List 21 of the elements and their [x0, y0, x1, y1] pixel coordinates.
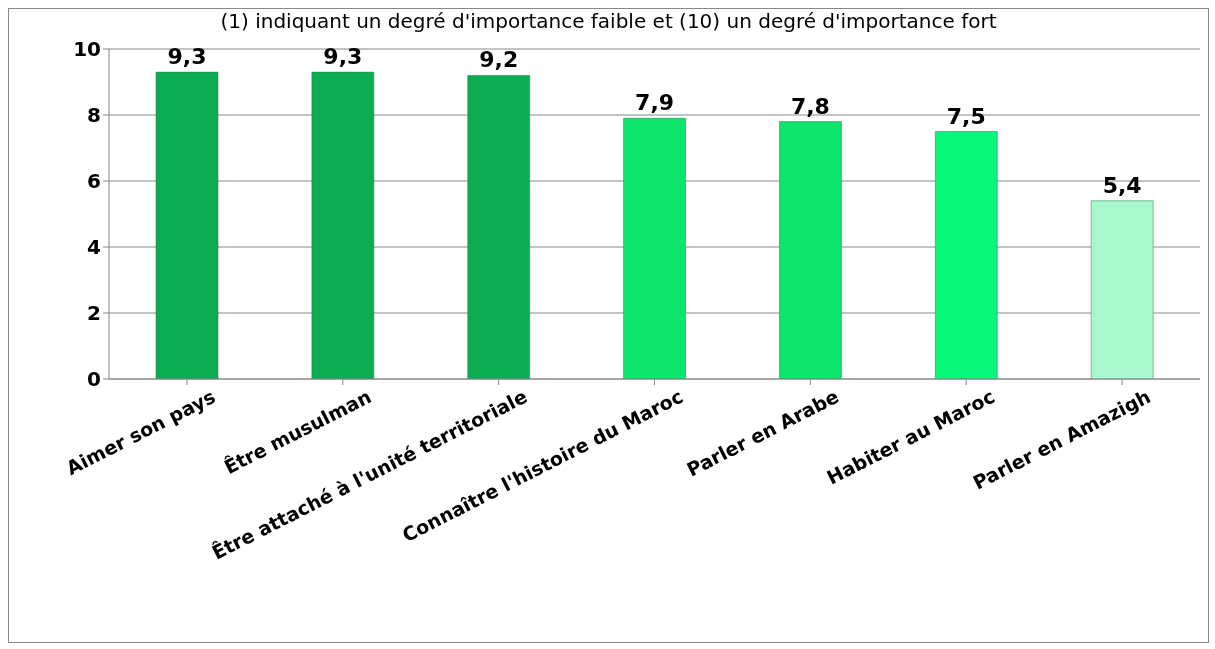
data-label: 9,3: [167, 44, 207, 70]
bar: [1090, 200, 1154, 379]
bar: [935, 131, 998, 379]
bar: [467, 75, 530, 379]
y-tick-label: 10: [73, 37, 101, 62]
y-tick-label: 4: [87, 235, 101, 260]
data-label: 5,4: [1102, 172, 1142, 198]
data-label: 7,8: [790, 93, 830, 119]
y-tick-label: 2: [87, 301, 101, 326]
data-label: 7,9: [635, 90, 675, 116]
bar: [311, 71, 375, 379]
y-tick-label: 0: [87, 367, 101, 392]
data-label: 9,2: [479, 47, 519, 73]
bar: [623, 118, 686, 379]
bar: [779, 121, 842, 379]
y-tick-label: 8: [87, 103, 101, 128]
chart-subtitle: (1) indiquant un degré d'importance faible et (10) un degré d'importance fort: [219, 9, 998, 33]
data-label: 7,5: [946, 103, 986, 129]
data-label: 9,3: [323, 44, 363, 70]
y-tick-label: 6: [87, 169, 101, 194]
bar: [155, 71, 219, 379]
